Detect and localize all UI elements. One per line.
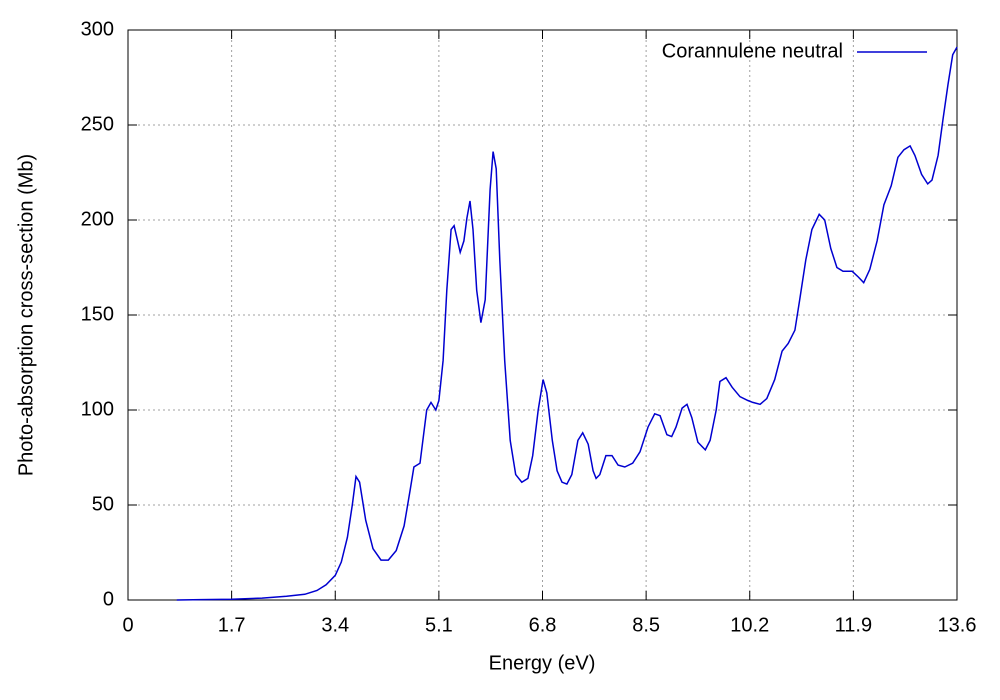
- y-axis-label: Photo-absorption cross-section (Mb): [15, 154, 37, 476]
- legend-label: Corannulene neutral: [662, 40, 843, 62]
- x-tick-label: 0: [122, 614, 133, 636]
- x-tick-label: 3.4: [321, 614, 349, 636]
- x-axis-label: Energy (eV): [489, 652, 596, 674]
- y-tick-label: 300: [81, 18, 114, 40]
- x-tick-label: 1.7: [218, 614, 246, 636]
- x-tick-label: 6.8: [529, 614, 557, 636]
- x-tick-label: 11.9: [835, 614, 872, 636]
- x-tick-label: 13.6: [938, 614, 977, 636]
- y-tick-label: 50: [92, 493, 114, 515]
- y-tick-label: 200: [81, 208, 114, 230]
- y-tick-label: 100: [81, 398, 114, 420]
- y-tick-label: 250: [81, 113, 114, 135]
- x-tick-label: 5.1: [425, 614, 453, 636]
- x-tick-label: 10.2: [730, 614, 769, 636]
- y-tick-label: 150: [81, 303, 114, 325]
- x-tick-label: 8.5: [632, 614, 660, 636]
- data-line: [176, 46, 958, 601]
- y-tick-label: 0: [103, 588, 114, 610]
